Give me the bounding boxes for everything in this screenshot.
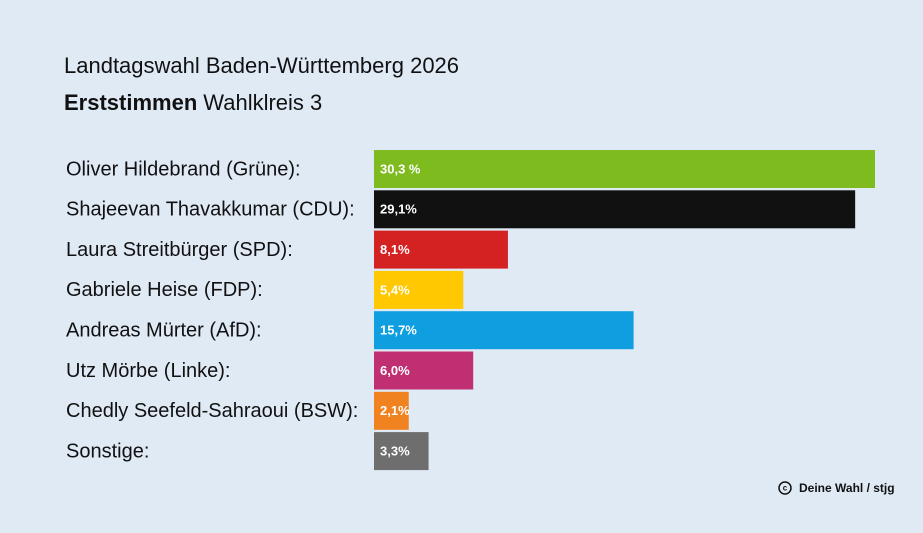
subtitle-text: Wahlklreis 3 bbox=[203, 90, 322, 115]
subtitle-bold: Erststimmen bbox=[64, 90, 197, 115]
bar bbox=[374, 311, 634, 350]
value-label: 8,1% bbox=[380, 242, 410, 257]
bar bbox=[374, 150, 875, 188]
category-label: Chedly Seefeld-Sahraoui (BSW): bbox=[66, 400, 358, 422]
category-label: Sonstige: bbox=[66, 440, 149, 462]
value-label: 5,4% bbox=[380, 282, 410, 297]
bar bbox=[374, 230, 508, 269]
value-label: 30,3 % bbox=[380, 161, 421, 176]
value-label: 6,0% bbox=[380, 363, 410, 378]
chart-title: Landtagswahl Baden-Württemberg 2026 bbox=[64, 53, 459, 78]
bar bbox=[374, 391, 409, 430]
bar bbox=[374, 270, 464, 309]
category-label: Andreas Mürter (AfD): bbox=[66, 319, 262, 341]
value-label: 3,3% bbox=[380, 444, 410, 459]
source: Deine Wahl / stjg bbox=[799, 481, 895, 495]
bar bbox=[374, 351, 474, 390]
bar bbox=[374, 190, 856, 229]
copyright-c: c bbox=[783, 484, 788, 493]
category-label: Oliver Hildebrand (Grüne): bbox=[66, 158, 301, 180]
copyright-icon bbox=[778, 481, 792, 495]
category-label: Shajeevan Thavakkumar (CDU): bbox=[66, 199, 355, 221]
value-label: 15,7% bbox=[380, 323, 417, 338]
category-label: Gabriele Heise (FDP): bbox=[66, 279, 263, 301]
category-label: Utz Mörbe (Linke): bbox=[66, 360, 231, 382]
value-label: 2,1% bbox=[380, 403, 410, 418]
bar bbox=[374, 432, 429, 471]
value-label: 29,1% bbox=[380, 202, 417, 217]
category-label: Laura Streitbürger (SPD): bbox=[66, 239, 293, 261]
chart-subtitle: Erststimmen Wahlklreis 3 bbox=[64, 90, 322, 115]
